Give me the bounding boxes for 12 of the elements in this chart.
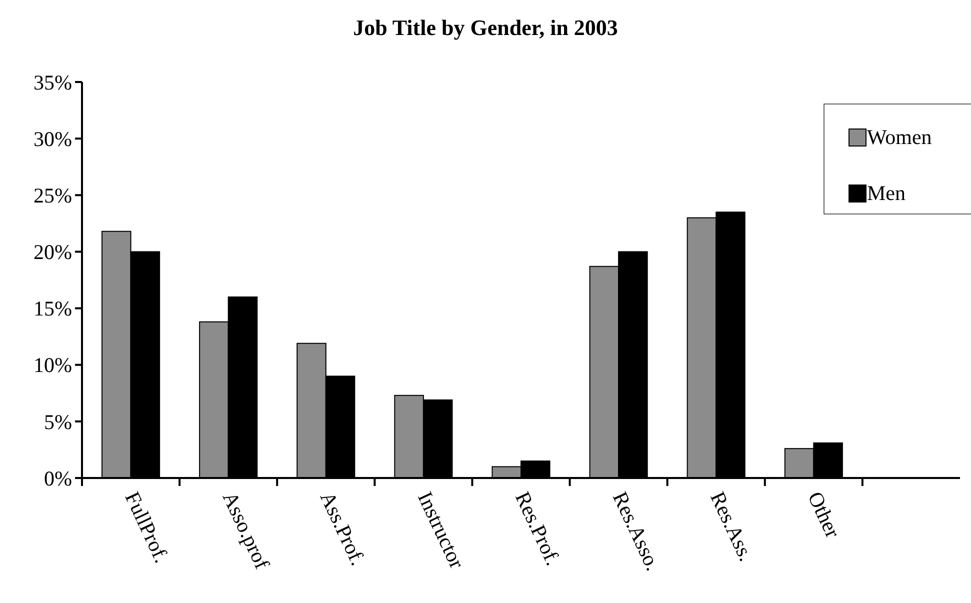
y-tick-label: 10% [34, 353, 72, 378]
y-tick-label: 25% [34, 183, 72, 208]
y-tick-label: 30% [34, 126, 72, 151]
y-tick-label: 35% [34, 70, 72, 94]
legend-label: Women [867, 125, 932, 149]
y-tick-label: 15% [34, 296, 72, 321]
y-tick-label: 20% [34, 240, 72, 264]
x-tick-label: Other [803, 488, 846, 542]
y-tick-label: 0% [44, 466, 72, 490]
y-tick-label: 5% [44, 410, 72, 434]
chart-title: Job Title by Gender, in 2003 [353, 15, 618, 40]
legend-label: Men [867, 181, 906, 205]
